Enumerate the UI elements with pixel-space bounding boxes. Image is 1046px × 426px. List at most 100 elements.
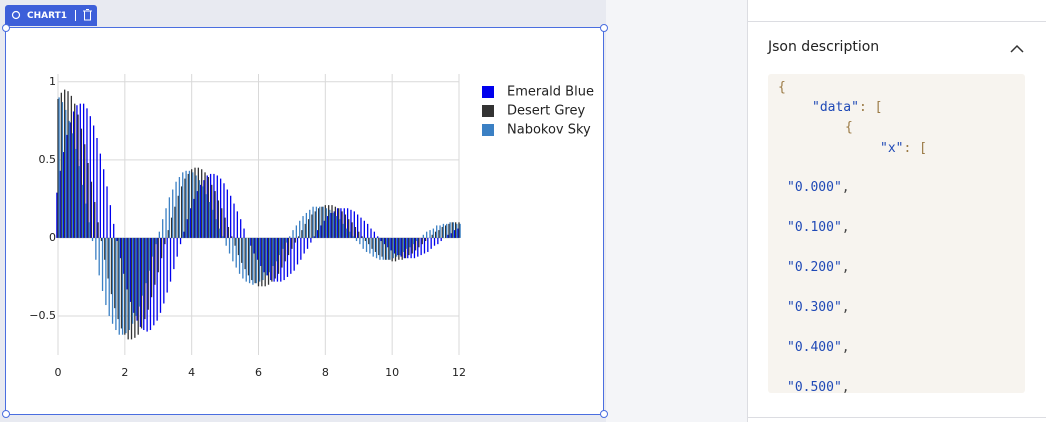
bar — [219, 178, 222, 238]
bar — [335, 216, 338, 238]
bar — [214, 191, 216, 238]
bar — [65, 109, 67, 238]
bar — [324, 205, 326, 238]
y-tick-label: 0.5 — [39, 153, 57, 166]
bar — [394, 237, 397, 262]
bar — [222, 236, 224, 238]
bar — [404, 237, 407, 259]
bar — [275, 237, 277, 262]
bar — [291, 237, 293, 249]
resize-handle[interactable] — [600, 24, 608, 32]
bar — [191, 169, 193, 238]
bar — [244, 237, 246, 270]
code-line: "data": [ — [812, 100, 882, 115]
bar — [209, 173, 212, 238]
bar — [333, 211, 335, 238]
resize-handle[interactable] — [2, 410, 10, 418]
bar — [94, 202, 96, 238]
bar — [66, 134, 68, 238]
bar — [241, 237, 243, 263]
bar — [144, 237, 146, 320]
collapse-chevron[interactable] — [1010, 44, 1024, 53]
delete-icon[interactable] — [83, 9, 92, 21]
code-line: "0.100", — [787, 220, 850, 235]
bar — [330, 212, 332, 238]
code-token: { — [845, 120, 853, 135]
bar — [185, 170, 187, 238]
bar — [319, 206, 321, 238]
bar — [166, 237, 168, 293]
bar — [409, 237, 411, 248]
bar — [276, 237, 279, 282]
bar — [423, 237, 426, 254]
bar — [367, 223, 369, 238]
settings-icon[interactable] — [11, 10, 21, 20]
bar — [155, 237, 157, 245]
resize-handle[interactable] — [2, 24, 10, 32]
bar — [402, 237, 404, 252]
gap-bg — [606, 0, 747, 422]
bar — [123, 237, 125, 274]
bar — [176, 237, 178, 257]
code-line: "0.000", — [787, 180, 850, 195]
bar — [234, 237, 236, 246]
chart-card[interactable] — [5, 27, 604, 415]
bar — [104, 237, 106, 260]
bar — [99, 153, 101, 238]
chart-tab[interactable] — [5, 5, 97, 26]
bar — [145, 237, 147, 284]
bar — [247, 237, 250, 276]
bar — [242, 237, 244, 279]
bar — [218, 228, 221, 238]
bar — [412, 237, 414, 245]
bar — [136, 237, 138, 321]
bar — [287, 237, 290, 256]
bar — [393, 237, 396, 254]
bar — [399, 237, 401, 256]
bar — [352, 236, 354, 238]
x-tick-label: 6 — [255, 366, 262, 379]
bar — [56, 192, 58, 238]
bar — [174, 206, 176, 238]
bar — [372, 237, 374, 257]
bar — [384, 237, 387, 260]
bar — [360, 217, 362, 238]
chart-tab-label: CHART1 — [27, 11, 67, 21]
resize-handle[interactable] — [600, 410, 608, 418]
bar — [137, 237, 139, 335]
bar — [446, 223, 448, 238]
code-box — [768, 74, 1025, 393]
bar — [109, 205, 112, 238]
bar — [371, 237, 373, 249]
bar — [196, 191, 198, 238]
bar — [457, 228, 459, 238]
bar — [301, 230, 303, 238]
bar — [245, 237, 247, 282]
bar — [340, 208, 342, 238]
bar — [134, 237, 136, 338]
bar — [108, 237, 110, 316]
bar — [351, 222, 353, 238]
code-token: "0.200" — [787, 260, 842, 275]
bar — [213, 173, 215, 238]
bar — [268, 237, 271, 273]
bar — [135, 237, 137, 316]
bar — [313, 236, 315, 238]
bar — [429, 230, 431, 238]
bar — [227, 226, 230, 238]
bar — [167, 230, 169, 238]
x-tick-label: 2 — [121, 366, 128, 379]
bar — [270, 237, 272, 281]
bar — [60, 92, 62, 238]
bar — [175, 181, 177, 238]
bar — [179, 237, 182, 245]
code-line: "0.300", — [787, 300, 850, 315]
bar — [115, 237, 117, 331]
bar — [309, 209, 311, 238]
bar — [157, 237, 159, 273]
bar — [224, 217, 226, 238]
bar — [260, 237, 262, 267]
bar — [206, 175, 208, 238]
bar — [226, 189, 228, 238]
bar — [258, 237, 261, 282]
